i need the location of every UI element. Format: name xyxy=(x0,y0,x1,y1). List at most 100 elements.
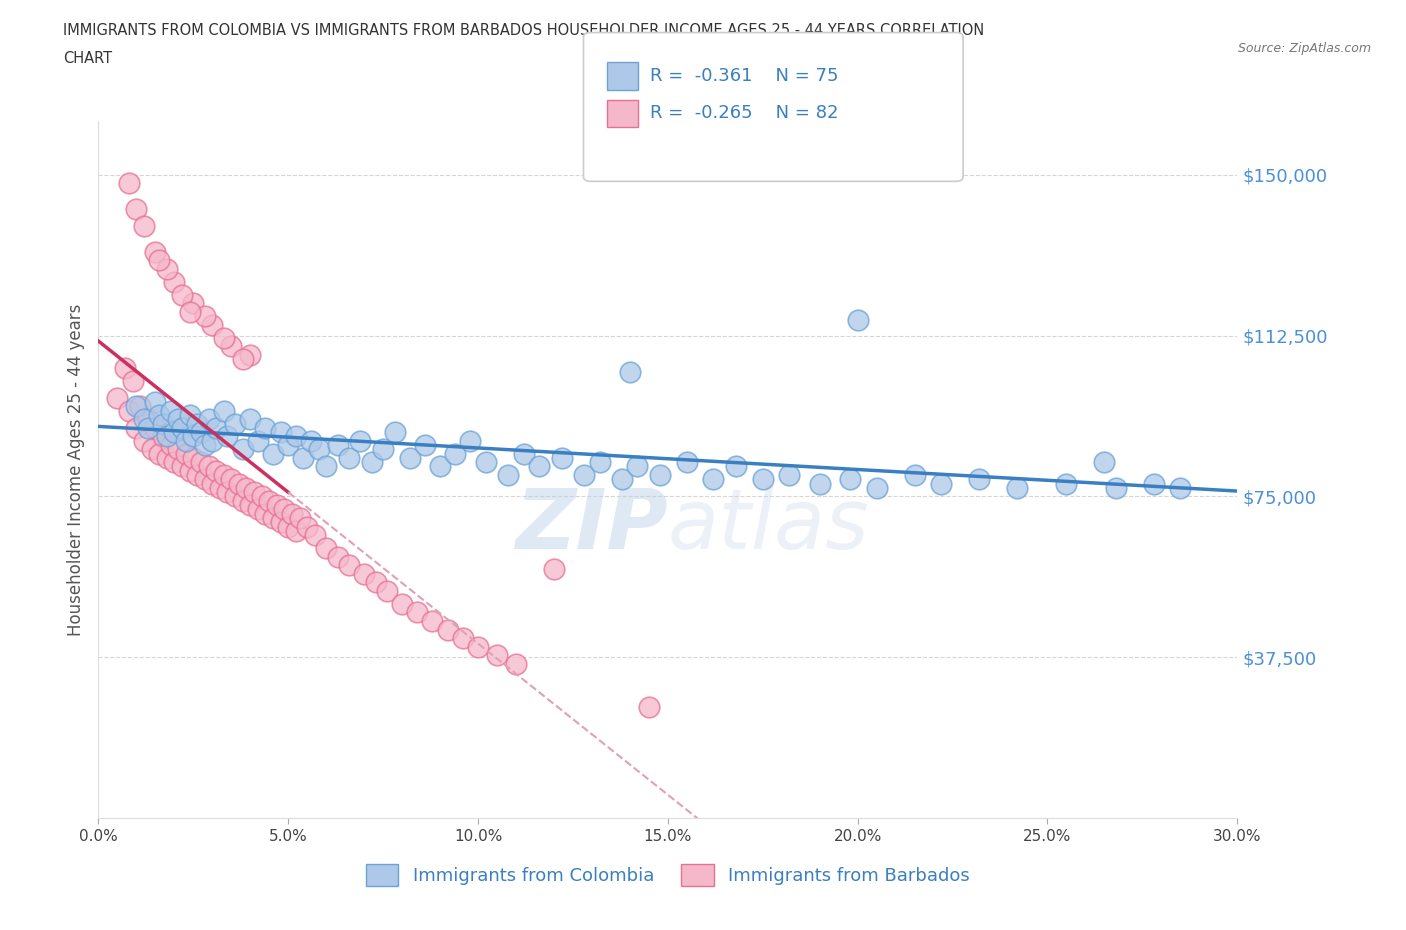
Point xyxy=(232,493,254,508)
Text: ZIP: ZIP xyxy=(515,485,668,566)
Point xyxy=(337,558,360,573)
Point xyxy=(201,433,224,448)
Point xyxy=(232,352,254,366)
Point xyxy=(212,468,235,483)
Point xyxy=(125,399,148,414)
Point xyxy=(163,274,186,289)
Point xyxy=(217,485,239,499)
Point xyxy=(846,313,869,328)
Point xyxy=(228,476,250,491)
Point xyxy=(299,433,322,448)
Point xyxy=(259,493,281,508)
Point xyxy=(273,502,295,517)
Point xyxy=(212,330,235,345)
Point xyxy=(152,416,174,431)
Point xyxy=(315,459,337,474)
Point xyxy=(145,394,167,409)
Point xyxy=(505,657,527,671)
Point xyxy=(183,429,205,444)
Point xyxy=(371,442,394,457)
Point xyxy=(349,433,371,448)
Point xyxy=(167,442,190,457)
Point xyxy=(619,365,641,379)
Point xyxy=(474,455,496,470)
Point xyxy=(179,304,201,319)
Point xyxy=(702,472,724,486)
Point xyxy=(205,420,228,435)
Point xyxy=(588,455,610,470)
Point xyxy=(486,648,509,663)
Point xyxy=(246,433,269,448)
Point xyxy=(243,485,266,499)
Point xyxy=(129,399,152,414)
Point xyxy=(174,433,197,448)
Point xyxy=(170,287,193,302)
Point xyxy=(353,566,375,581)
Point xyxy=(170,459,193,474)
Point xyxy=(159,404,181,418)
Point xyxy=(132,219,155,233)
Point xyxy=(197,412,219,427)
Point xyxy=(194,309,217,324)
Point xyxy=(650,468,672,483)
Point xyxy=(406,604,429,619)
Point xyxy=(156,450,179,465)
Point xyxy=(297,519,319,534)
Point xyxy=(725,459,748,474)
Point xyxy=(929,476,952,491)
Point xyxy=(527,459,550,474)
Point xyxy=(364,575,387,590)
Point xyxy=(444,446,467,461)
Point xyxy=(156,261,179,276)
Point xyxy=(292,450,315,465)
Point xyxy=(262,446,284,461)
Point xyxy=(262,511,284,525)
Point xyxy=(1094,455,1116,470)
Point xyxy=(254,420,277,435)
Point xyxy=(239,348,262,363)
Point xyxy=(159,437,181,452)
Point xyxy=(512,446,534,461)
Point xyxy=(170,420,193,435)
Point xyxy=(467,639,489,654)
Point xyxy=(239,498,262,512)
Point xyxy=(121,373,143,388)
Point xyxy=(866,481,889,496)
Point xyxy=(281,506,304,521)
Point xyxy=(326,549,349,564)
Y-axis label: Householder Income Ages 25 - 44 years: Householder Income Ages 25 - 44 years xyxy=(66,303,84,636)
Point xyxy=(277,519,299,534)
Point xyxy=(550,450,572,465)
Point xyxy=(235,481,257,496)
Point xyxy=(208,481,231,496)
Point xyxy=(1056,476,1078,491)
Point xyxy=(413,437,436,452)
Point xyxy=(284,429,307,444)
Point xyxy=(145,420,167,435)
Point xyxy=(217,429,239,444)
Point xyxy=(384,425,406,440)
Point xyxy=(152,429,174,444)
Point xyxy=(232,442,254,457)
Point xyxy=(337,450,360,465)
Text: IMMIGRANTS FROM COLOMBIA VS IMMIGRANTS FROM BARBADOS HOUSEHOLDER INCOME AGES 25 : IMMIGRANTS FROM COLOMBIA VS IMMIGRANTS F… xyxy=(63,23,984,38)
Point xyxy=(205,463,228,478)
Point xyxy=(221,339,243,353)
Point xyxy=(270,515,292,530)
Point xyxy=(246,502,269,517)
Point xyxy=(839,472,862,486)
Point xyxy=(183,450,205,465)
Point xyxy=(190,455,212,470)
Point xyxy=(141,442,163,457)
Point xyxy=(288,511,311,525)
Point xyxy=(360,455,382,470)
Point xyxy=(460,433,482,448)
Point xyxy=(194,472,217,486)
Point xyxy=(284,524,307,538)
Point xyxy=(1143,476,1166,491)
Point xyxy=(250,489,273,504)
Point xyxy=(574,468,596,483)
Point xyxy=(194,437,217,452)
Point xyxy=(391,596,413,611)
Legend: Immigrants from Colombia, Immigrants from Barbados: Immigrants from Colombia, Immigrants fro… xyxy=(359,857,977,893)
